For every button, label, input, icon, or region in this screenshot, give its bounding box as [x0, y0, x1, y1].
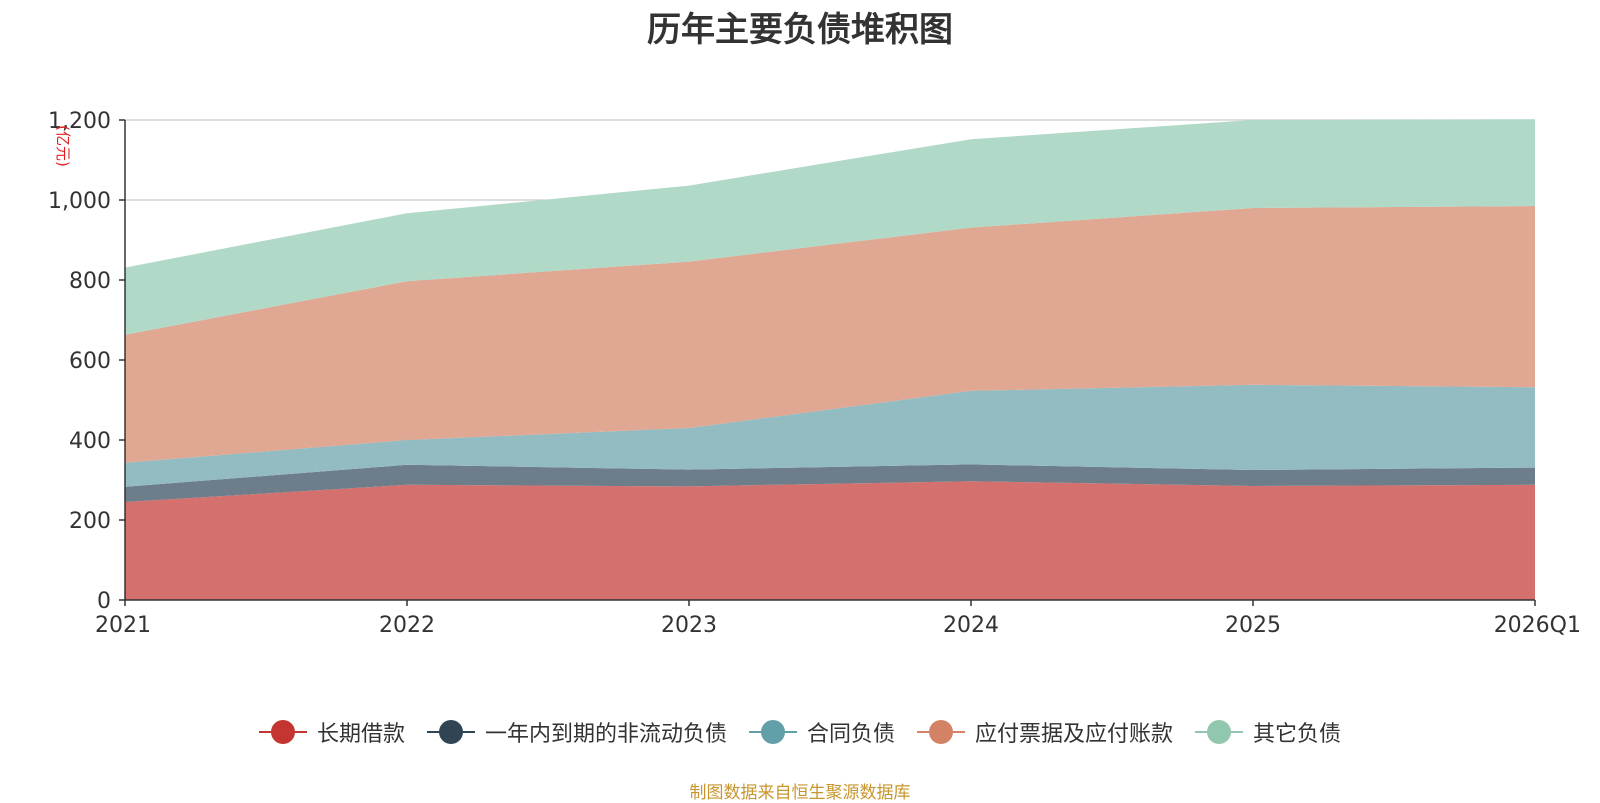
- legend-marker-icon: [748, 720, 797, 744]
- legend-label: 合同负债: [806, 722, 895, 747]
- x-tick-label: 2026Q1: [1494, 613, 1581, 638]
- y-axis-unit-label: (亿元): [54, 125, 72, 167]
- y-tick-label: 800: [69, 269, 111, 294]
- legend-marker-icon: [1195, 720, 1244, 744]
- legend-label: 其它负债: [1253, 722, 1342, 747]
- x-tick-label: 2021: [95, 613, 151, 638]
- area-series-2[interactable]: [125, 384, 1535, 487]
- legend-label: 一年内到期的非流动负债: [484, 722, 727, 747]
- legend: 长期借款 一年内到期的非流动负债 合同负债 应付票据及应付账款 其它负债: [0, 716, 1600, 748]
- chart-title: 历年主要负债堆积图: [647, 10, 953, 50]
- area-series: [125, 119, 1535, 600]
- legend-label: 长期借款: [316, 722, 405, 747]
- area-series-4[interactable]: [125, 119, 1535, 335]
- y-tick-label: 1,000: [48, 189, 111, 214]
- y-tick-label: 200: [69, 509, 111, 534]
- x-tick-label: 2024: [943, 613, 999, 638]
- legend-item-1[interactable]: 一年内到期的非流动负债: [426, 716, 727, 748]
- x-tick-label: 2023: [661, 613, 717, 638]
- source-note: 制图数据来自恒生聚源数据库: [689, 783, 911, 803]
- legend-label: 应付票据及应付账款: [975, 722, 1174, 747]
- x-tick-label: 2025: [1225, 613, 1281, 638]
- legend-marker-icon: [258, 720, 307, 744]
- y-tick-label: 400: [69, 429, 111, 454]
- legend-item-4[interactable]: 其它负债: [1195, 716, 1341, 748]
- legend-item-2[interactable]: 合同负债: [748, 716, 895, 748]
- area-series-0[interactable]: [125, 481, 1535, 600]
- x-tick-label: 2022: [379, 613, 435, 638]
- y-tick-label: 600: [69, 349, 111, 374]
- y-tick-label: 1,200: [48, 109, 111, 134]
- legend-marker-icon: [917, 720, 965, 744]
- legend-marker-icon: [426, 720, 475, 744]
- legend-item-0[interactable]: 长期借款: [258, 716, 405, 748]
- area-series-1[interactable]: [125, 464, 1535, 502]
- area-series-3[interactable]: [125, 206, 1535, 463]
- y-tick-label: 0: [97, 589, 111, 614]
- legend-item-3[interactable]: 应付票据及应付账款: [917, 716, 1173, 748]
- axes: 0 200 400 600 800 1,000 1,200 2021 2022 2023 2024 2…: [48, 109, 1581, 638]
